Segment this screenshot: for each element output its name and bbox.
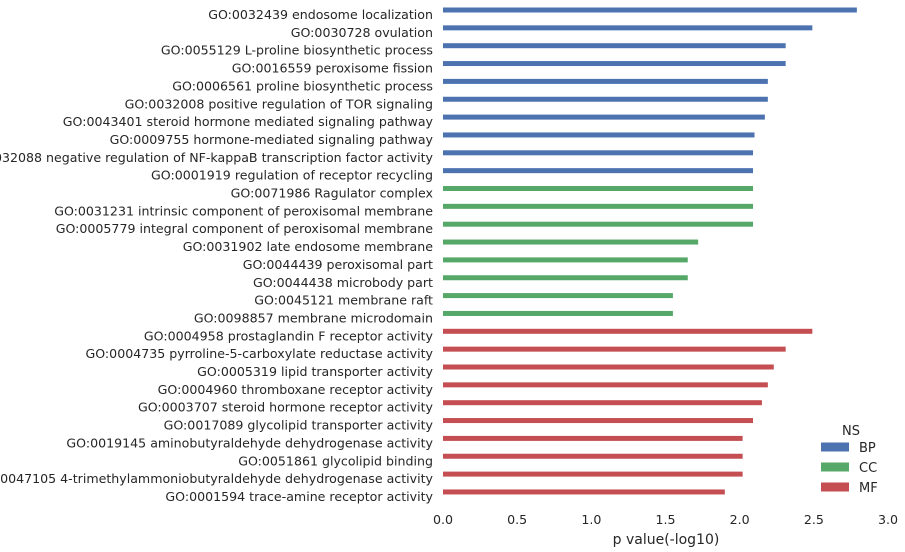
bar-bp <box>443 114 765 120</box>
bar-mf <box>443 346 786 352</box>
bar-bp <box>443 7 857 13</box>
x-tick-label: 1.5 <box>655 512 675 527</box>
category-label: GO:0004958 prostaglandin F receptor acti… <box>144 328 434 343</box>
bar-cc <box>443 203 754 209</box>
category-label: GO:0001594 trace-amine receptor activity <box>165 489 433 504</box>
category-label: GO:0019145 aminobutyraldehyde dehydrogen… <box>66 435 433 450</box>
bar-cc <box>443 257 688 263</box>
bar-mf <box>443 328 813 334</box>
bar-bp <box>443 43 786 49</box>
bar-mf <box>443 382 768 388</box>
bar-mf <box>443 489 725 495</box>
legend: NS BP CC MF <box>821 424 878 496</box>
bar-cc <box>443 221 754 227</box>
bar-cc <box>443 186 754 191</box>
category-label: GO:0004735 pyrroline-5-carboxylate reduc… <box>85 346 433 361</box>
x-tick-label: 1.0 <box>581 512 601 527</box>
category-label: GO:0016559 peroxisome fission <box>232 61 433 76</box>
category-label: GO:0044438 microbody part <box>253 275 433 290</box>
bar-bp <box>443 132 755 138</box>
bar-bp <box>443 25 813 31</box>
legend-swatch-cc <box>821 462 849 472</box>
category-label: GO:0032088 negative regulation of NF-kap… <box>0 150 434 165</box>
legend-label-bp: BP <box>859 441 876 456</box>
category-label: GO:0006561 proline biosynthetic process <box>172 78 433 93</box>
category-label: GO:0055129 L-proline biosynthetic proces… <box>161 43 433 58</box>
x-tick-label: 2.5 <box>804 512 824 527</box>
x-axis-label: p value(-log10) <box>613 532 720 548</box>
category-label: GO:0071986 Ragulator complex <box>231 186 434 201</box>
category-label: GO:0004960 thromboxane receptor activity <box>158 382 434 397</box>
category-label: GO:0017089 glycolipid transporter activi… <box>164 418 434 433</box>
category-label: GO:0031231 intrinsic component of peroxi… <box>54 203 433 218</box>
bars <box>443 7 857 495</box>
bar-bp <box>443 96 768 102</box>
bar-mf <box>443 418 754 424</box>
bar-mf <box>443 364 774 370</box>
bar-cc <box>443 275 688 281</box>
legend-title: NS <box>842 424 860 439</box>
category-label: GO:0032008 positive regulation of TOR si… <box>125 96 433 111</box>
category-label: GO:0031902 late endosome membrane <box>183 239 434 254</box>
bar-mf <box>443 435 743 441</box>
legend-label-mf: MF <box>859 481 878 496</box>
legend-swatch-bp <box>821 442 849 452</box>
legend-label-cc: CC <box>859 461 877 476</box>
category-label: GO:0005779 integral component of peroxis… <box>56 221 434 236</box>
category-label: GO:0009755 hormone-mediated signaling pa… <box>110 132 434 147</box>
bar-mf <box>443 453 743 459</box>
bar-mf <box>443 400 762 406</box>
x-axis: 0.0 0.5 1.0 1.5 2.0 2.5 3.0 <box>433 512 898 527</box>
category-label: GO:0032439 endosome localization <box>208 7 433 22</box>
bar-cc <box>443 310 673 316</box>
x-tick-label: 0.5 <box>507 512 527 527</box>
x-tick-label: 2.0 <box>730 512 750 527</box>
category-label: GO:0047105 4-trimethylammoniobutyraldehy… <box>0 471 434 486</box>
category-label: GO:0098857 membrane microdomain <box>194 310 433 325</box>
category-label: GO:0030728 ovulation <box>291 25 433 40</box>
x-tick-label: 3.0 <box>878 512 898 527</box>
category-label: GO:0051861 glycolipid binding <box>238 453 433 468</box>
x-tick-label: 0.0 <box>433 512 453 527</box>
bar-bp <box>443 78 768 84</box>
legend-swatch-mf <box>821 482 849 492</box>
category-label: GO:0003707 steroid hormone receptor acti… <box>138 400 434 415</box>
bar-bp <box>443 168 754 174</box>
category-label: GO:0043401 steroid hormone mediated sign… <box>63 114 434 129</box>
bar-bp <box>443 150 754 156</box>
category-labels: GO:0032439 endosome localization GO:00307… <box>0 7 434 504</box>
category-label: GO:0005319 lipid transporter activity <box>197 364 433 379</box>
category-label: GO:0044439 peroxisomal part <box>243 257 433 272</box>
category-label: GO:0001919 regulation of receptor recycl… <box>151 168 433 183</box>
bar-cc <box>443 239 699 245</box>
bar-cc <box>443 293 673 299</box>
category-label: GO:0045121 membrane raft <box>254 293 433 308</box>
bar-mf <box>443 471 743 477</box>
bar-bp <box>443 61 786 67</box>
